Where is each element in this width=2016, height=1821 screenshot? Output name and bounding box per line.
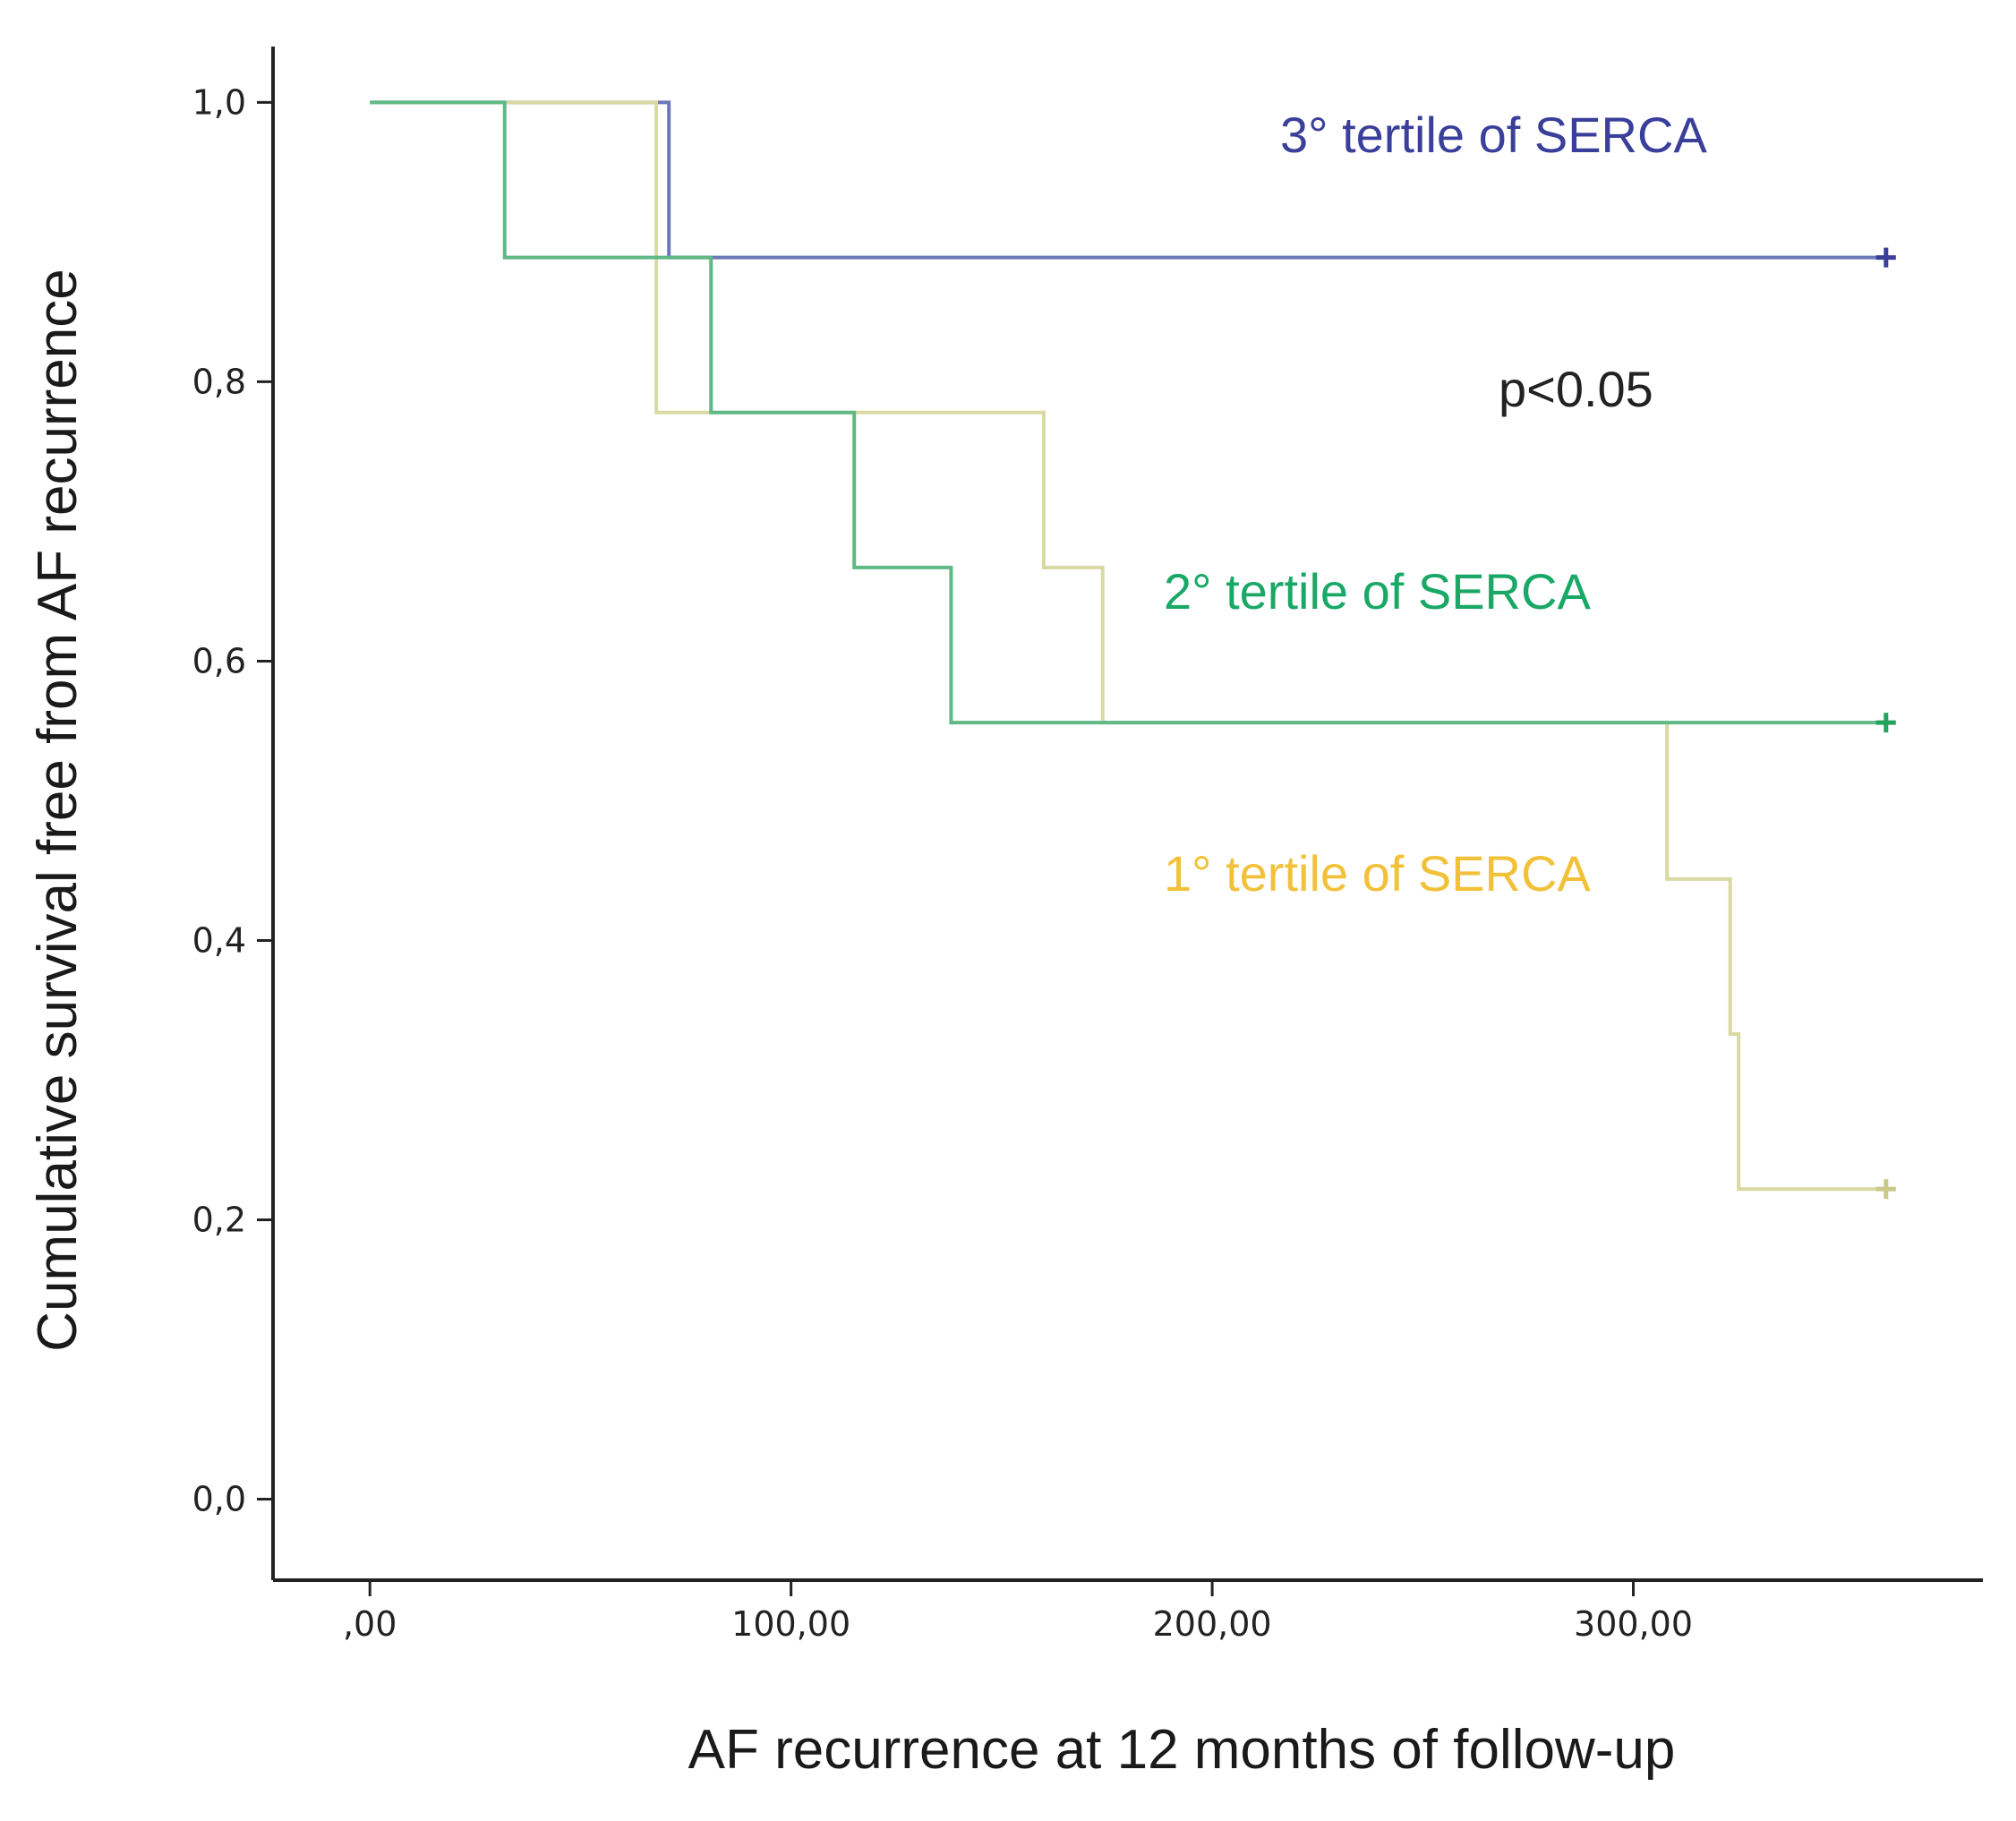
- censor-mark: [1875, 713, 1896, 733]
- survival-step-line: [370, 100, 1886, 725]
- series-label: 2° tertile of SERCA: [1164, 563, 1591, 620]
- series-3: [370, 100, 1896, 733]
- x-tick-label: 100,00: [731, 1604, 850, 1644]
- x-tick-label: ,00: [343, 1604, 397, 1644]
- p-value-annotation: p<0.05: [1499, 361, 1653, 417]
- axes: [271, 47, 1983, 1582]
- x-tick-label: 300,00: [1574, 1604, 1693, 1644]
- y-tick-label: 0,2: [192, 1200, 246, 1239]
- series-group: [370, 100, 1896, 1200]
- y-tick-label: 0,4: [192, 920, 246, 960]
- survival-step-line: [370, 100, 1886, 1192]
- censor-mark: [1875, 1179, 1896, 1200]
- y-tick-label: 0,6: [192, 641, 246, 680]
- y-tick-label: 0,0: [192, 1480, 246, 1519]
- x-tick-label: 200,00: [1153, 1604, 1272, 1644]
- series-label: 1° tertile of SERCA: [1164, 845, 1591, 902]
- series-2: [370, 100, 1896, 1200]
- y-axis-ticks: 0,0 0,2 0,4 0,6 0,8 1,0: [192, 82, 273, 1519]
- censor-mark: [1875, 247, 1896, 268]
- y-tick-label: 0,8: [192, 362, 246, 401]
- y-tick-label: 1,0: [192, 82, 246, 122]
- x-axis-ticks: ,00 100,00 200,00 300,00: [343, 1580, 1693, 1644]
- series-labels: 3° tertile of SERCA 1° tertile of SERCA 2°…: [1164, 107, 1707, 902]
- series-label: 3° tertile of SERCA: [1280, 107, 1707, 163]
- y-axis-title: Cumulative survival free from AF recurre…: [27, 269, 89, 1351]
- x-axis-title: AF recurrence at 12 months of follow-up: [688, 1719, 1676, 1781]
